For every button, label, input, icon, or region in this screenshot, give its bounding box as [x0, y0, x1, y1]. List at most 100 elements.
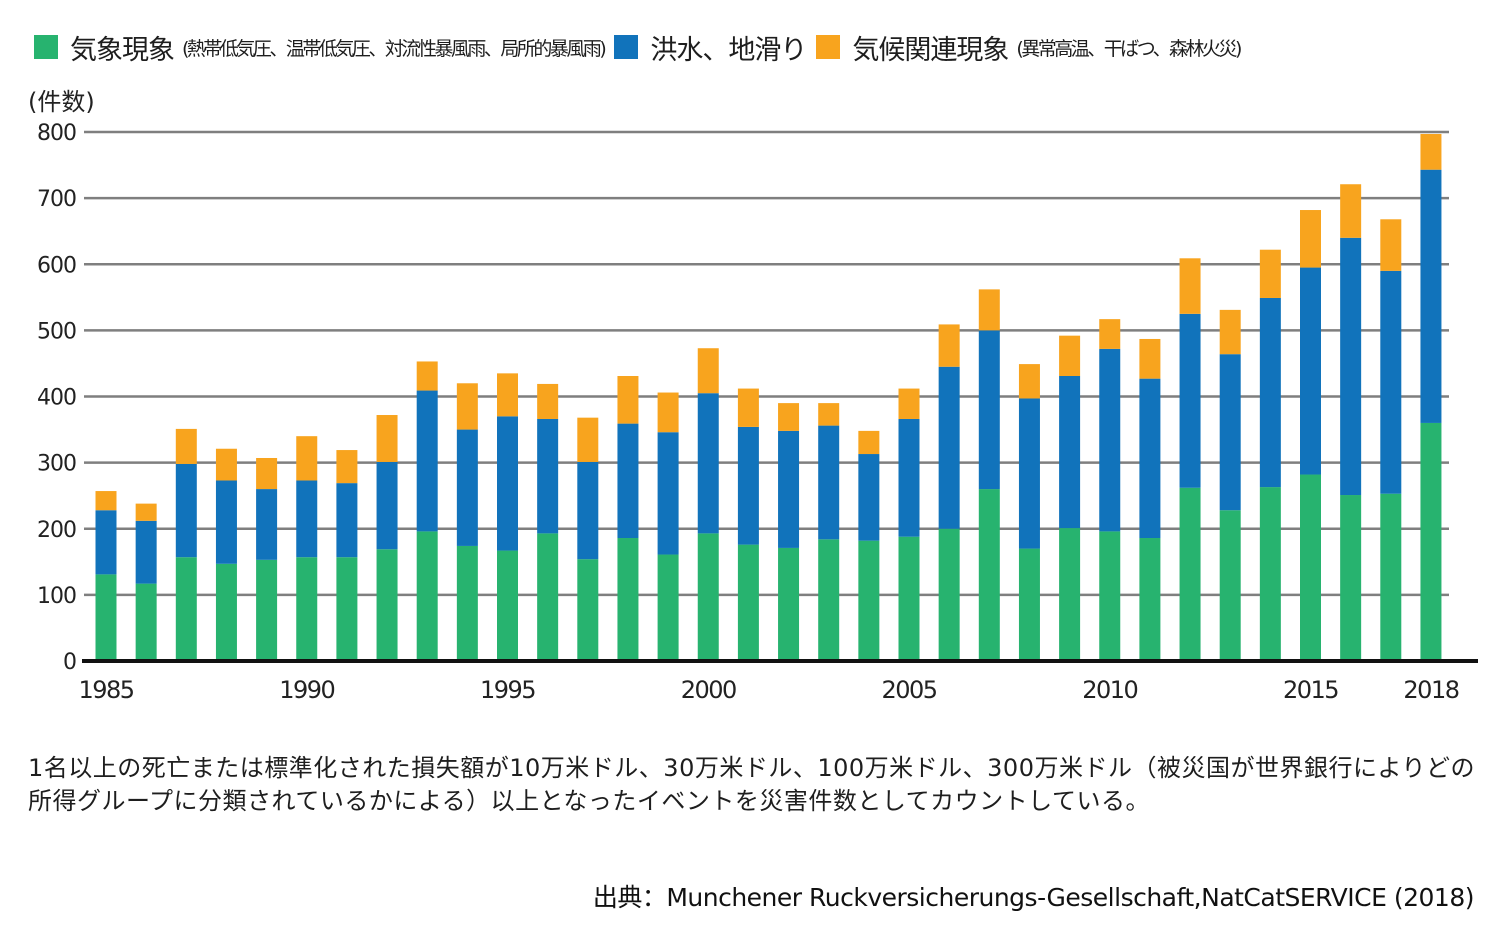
bar-2015-series-1: [1300, 267, 1321, 475]
y-tick-label-100: 100: [37, 584, 76, 609]
y-tick-label-300: 300: [37, 452, 76, 477]
bar-2017-series-0: [1380, 493, 1402, 661]
x-tick-label-2005: 2005: [881, 676, 936, 704]
bar-2004-series-0: [858, 540, 880, 661]
bar-group-2018: [1420, 133, 1442, 661]
legend-item-climate: 気候関連現象 (異常高温、干ばつ、森林火災): [816, 28, 1242, 67]
bar-group-1988: [215, 448, 237, 661]
legend-detail-weather: (熱帯低気圧、温帯低気圧、対流性暴風雨、局所的暴風雨): [182, 37, 607, 60]
bar-2014-series-1: [1259, 297, 1281, 488]
bar-2018-series-2: [1420, 133, 1442, 170]
bar-1999-series-2: [657, 392, 679, 433]
bar-2009-series-2: [1059, 335, 1081, 377]
bar-1992-series-0: [376, 549, 398, 661]
legend-item-flood: 洪水、地滑り: [614, 28, 807, 67]
bar-2005-series-2: [898, 388, 920, 419]
bar-2016-series-1: [1340, 237, 1362, 496]
bar-2017-series-1: [1380, 270, 1402, 494]
bar-1995-series-0: [497, 550, 518, 661]
bar-group-2001: [737, 388, 759, 661]
bar-1998-series-1: [617, 423, 639, 539]
bar-group-1985: [95, 491, 117, 661]
bar-group-1995: [497, 373, 518, 661]
bar-2011-series-1: [1139, 378, 1161, 539]
bar-group-2015: [1300, 210, 1321, 661]
legend-swatch-weather: [34, 35, 58, 59]
x-tick-label-2015: 2015: [1283, 676, 1338, 704]
bar-group-1990: [296, 436, 318, 661]
bar-2005-series-1: [898, 418, 920, 537]
bar-2008-series-2: [1018, 364, 1040, 399]
bar-1989-series-1: [256, 489, 278, 560]
bar-group-1993: [416, 361, 438, 661]
bar-group-2006: [938, 324, 960, 661]
bar-2013-series-1: [1219, 354, 1241, 511]
bar-group-1991: [336, 450, 358, 661]
bar-2008-series-1: [1018, 398, 1040, 549]
bar-2009-series-0: [1059, 528, 1081, 661]
bar-1997-series-1: [577, 461, 599, 560]
bar-1990-series-0: [296, 557, 318, 661]
bar-1992-series-1: [376, 461, 398, 550]
bar-2006-series-2: [938, 324, 960, 367]
bar-1991-series-1: [336, 483, 358, 558]
bar-group-1992: [376, 415, 398, 661]
bar-group-1996: [537, 383, 559, 661]
bar-1998-series-2: [617, 376, 639, 424]
bar-group-2013: [1219, 309, 1241, 661]
bar-1990-series-2: [296, 436, 318, 481]
bar-1987-series-1: [175, 463, 197, 558]
bar-1985-series-2: [95, 491, 117, 511]
bar-1994-series-2: [456, 383, 478, 430]
bar-1994-series-1: [456, 429, 478, 546]
bar-2014-series-2: [1259, 249, 1281, 298]
bar-2016-series-2: [1340, 184, 1362, 238]
bar-2006-series-1: [938, 366, 960, 529]
bar-2016-series-0: [1340, 495, 1362, 661]
bar-2001-series-1: [737, 426, 759, 545]
bar-2002-series-1: [778, 430, 800, 548]
bar-1988-series-0: [215, 563, 237, 661]
y-axis-ticks: 0 100 200 300 400 500 600 700 800: [37, 121, 77, 675]
bar-2003-series-0: [818, 539, 840, 661]
legend: 気象現象 (熱帯低気圧、温帯低気圧、対流性暴風雨、局所的暴風雨) 洪水、地滑り …: [34, 22, 1250, 72]
legend-label-flood: 洪水、地滑り: [650, 34, 807, 66]
bar-2010-series-0: [1099, 531, 1121, 661]
bar-1997-series-0: [577, 559, 599, 661]
bar-1994-series-0: [456, 545, 478, 661]
bar-2014-series-0: [1259, 487, 1281, 661]
bar-1998-series-0: [617, 538, 639, 661]
bar-group-2017: [1380, 219, 1402, 661]
bar-2018-series-0: [1420, 422, 1442, 661]
y-tick-label-0: 0: [63, 650, 76, 675]
legend-detail-climate: (異常高温、干ばつ、森林火災): [1016, 37, 1242, 60]
bar-2001-series-0: [737, 544, 759, 661]
legend-swatch-flood: [614, 35, 639, 59]
bar-1993-series-2: [416, 361, 438, 391]
bar-2015-series-2: [1300, 210, 1321, 268]
x-tick-label-1990: 1990: [279, 676, 334, 704]
bars: [95, 133, 1442, 661]
bar-2004-series-1: [858, 454, 880, 541]
bar-1987-series-2: [175, 428, 197, 464]
x-tick-label-2000: 2000: [681, 676, 736, 704]
bar-1993-series-0: [416, 531, 438, 661]
y-tick-label-400: 400: [37, 386, 76, 411]
bar-group-1994: [456, 383, 478, 661]
bar-1985-series-1: [95, 510, 117, 575]
bar-group-2011: [1139, 338, 1161, 661]
y-tick-label-600: 600: [37, 253, 76, 278]
bar-2010-series-2: [1099, 319, 1121, 349]
bar-2011-series-2: [1139, 338, 1161, 379]
y-tick-label-800: 800: [37, 121, 76, 146]
bar-2007-series-1: [978, 330, 1000, 490]
bar-group-2008: [1018, 364, 1040, 661]
bar-2013-series-0: [1219, 510, 1241, 661]
bar-2008-series-0: [1018, 548, 1040, 661]
bar-group-1989: [256, 457, 278, 661]
bar-1989-series-0: [256, 559, 278, 661]
bar-group-2014: [1259, 249, 1281, 661]
bar-1993-series-1: [416, 390, 438, 532]
bar-2002-series-0: [778, 547, 800, 661]
